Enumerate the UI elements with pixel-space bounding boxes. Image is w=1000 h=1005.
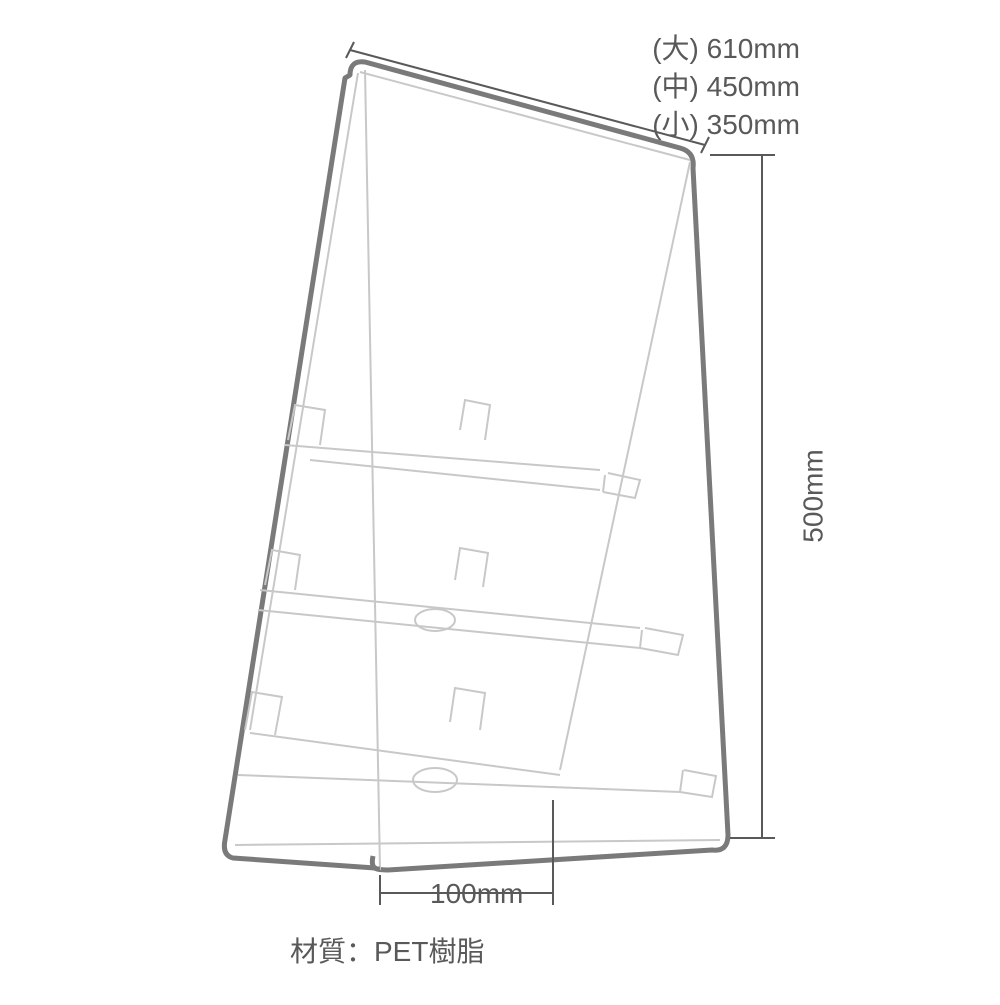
width-large-label: (大) 610mm bbox=[652, 30, 800, 68]
technical-diagram: (大) 610mm (中) 450mm (小) 350mm 500mm 100m… bbox=[0, 0, 1000, 1000]
front-panel-outline bbox=[224, 62, 728, 870]
base-depth-dimension-label: 100mm bbox=[430, 878, 523, 910]
material-label: 材質：PET樹脂 bbox=[290, 930, 484, 970]
width-dimension-labels: (大) 610mm (中) 450mm (小) 350mm bbox=[652, 30, 800, 143]
width-medium-label: (中) 450mm bbox=[652, 68, 800, 106]
top-fold-line bbox=[360, 72, 690, 160]
middle-shelf-brace bbox=[258, 548, 683, 655]
lower-shelf-brace bbox=[238, 688, 716, 797]
diagram-svg bbox=[0, 0, 1000, 1000]
back-edge-right bbox=[560, 162, 690, 770]
front-bottom-fold bbox=[235, 840, 720, 845]
back-left-edge bbox=[250, 73, 358, 730]
width-small-label: (小) 350mm bbox=[652, 106, 800, 144]
height-dimension-label: 500mm bbox=[797, 449, 829, 542]
back-bottom-edge bbox=[250, 733, 560, 775]
upper-shelf-brace bbox=[285, 400, 640, 498]
dimension-right-height bbox=[710, 155, 775, 838]
